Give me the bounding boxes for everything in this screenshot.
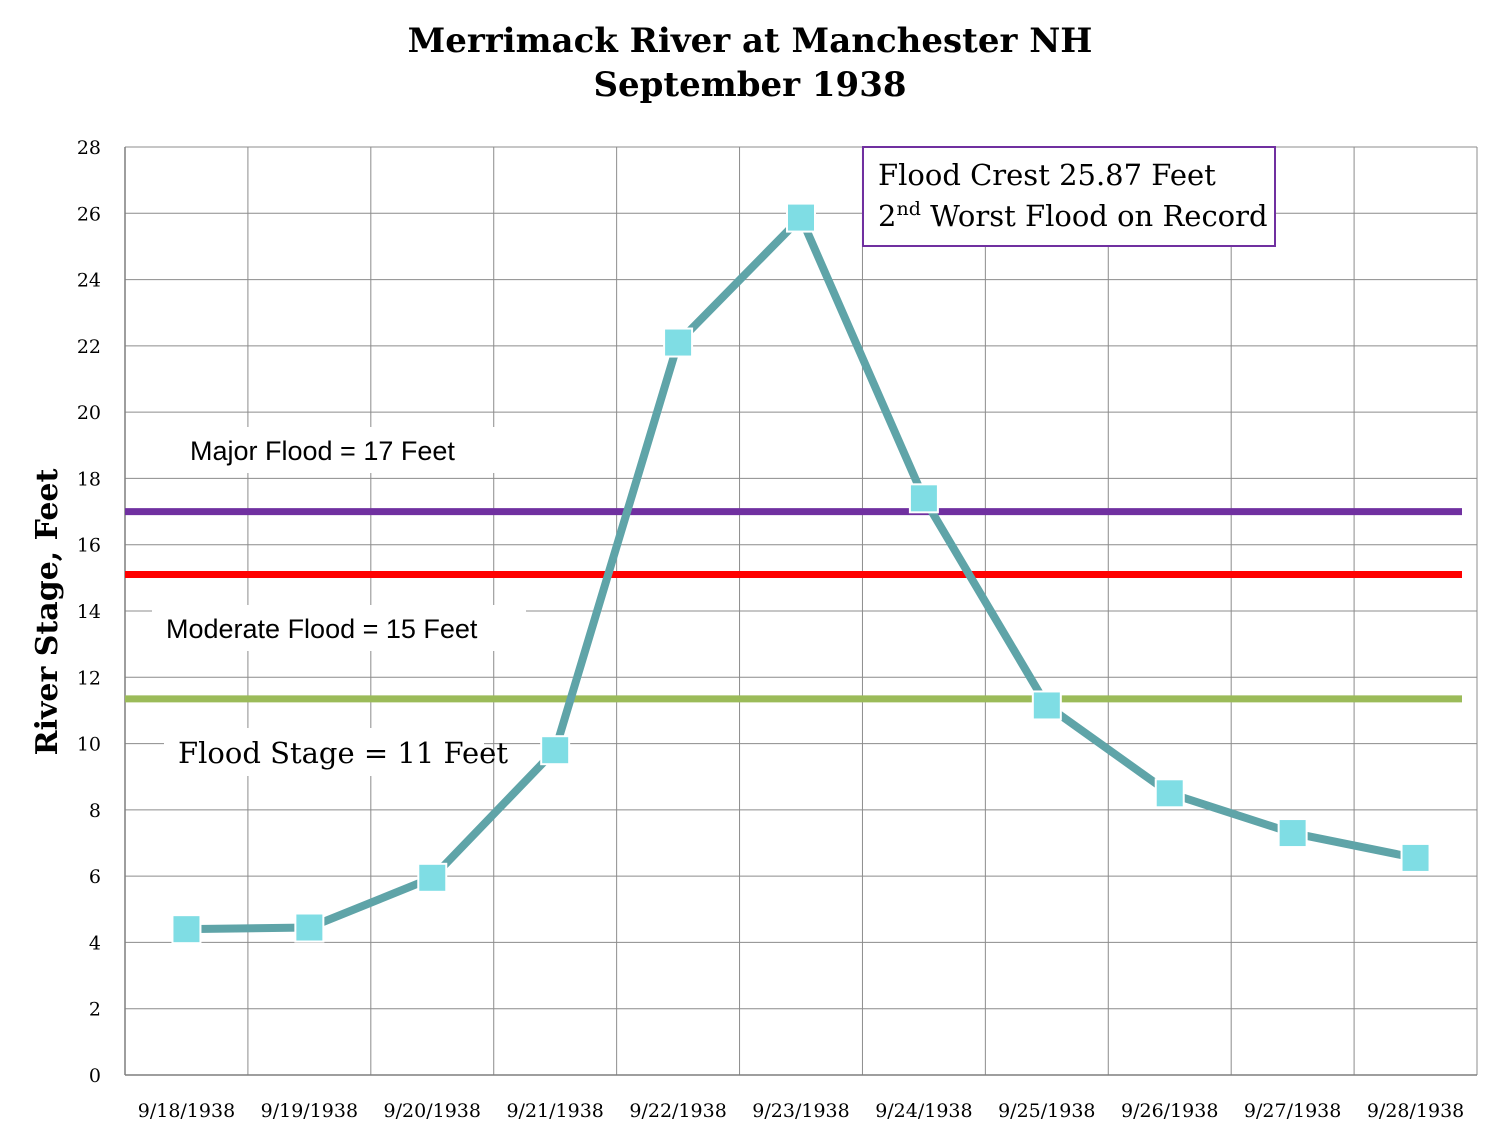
y-tick-label: 22 bbox=[77, 336, 101, 358]
chart-title-line-1: Merrimack River at Manchester NH bbox=[408, 21, 1093, 61]
threshold-label: Moderate Flood = 15 Feet bbox=[166, 614, 478, 644]
annotation-line-1: Flood Crest 25.87 Feet bbox=[878, 158, 1216, 192]
threshold-label-box bbox=[178, 427, 500, 473]
data-point-marker bbox=[171, 914, 202, 945]
y-axis-label: River Stage, Feet bbox=[30, 469, 65, 756]
y-tick-label: 6 bbox=[89, 866, 101, 888]
x-tick-label: 9/28/1938 bbox=[1367, 1100, 1464, 1122]
threshold-labels: Major Flood = 17 Feet Moderate Flood = 15… bbox=[152, 427, 526, 776]
x-tick-label: 9/20/1938 bbox=[384, 1100, 481, 1122]
data-point-marker bbox=[1400, 842, 1431, 873]
y-tick-label: 10 bbox=[77, 734, 101, 756]
data-point-marker bbox=[1031, 690, 1062, 721]
flood-crest-annotation: Flood Crest 25.87 Feet 2nd Worst Flood o… bbox=[862, 146, 1276, 247]
y-tick-label: 24 bbox=[77, 270, 101, 292]
x-tick-label: 9/24/1938 bbox=[875, 1100, 972, 1122]
series bbox=[171, 202, 1431, 945]
threshold-label-box bbox=[164, 728, 484, 776]
y-tick-label: 18 bbox=[77, 468, 101, 490]
x-tick-label: 9/21/1938 bbox=[506, 1100, 603, 1122]
y-tick-label: 4 bbox=[89, 932, 101, 954]
annotation-line-2-rest: Worst Flood on Record bbox=[921, 199, 1268, 233]
x-tick-label: 9/18/1938 bbox=[138, 1100, 235, 1122]
threshold-label: Flood Stage = 11 Feet bbox=[178, 736, 508, 770]
data-point-marker bbox=[786, 202, 816, 233]
data-point-marker bbox=[294, 912, 325, 943]
data-point-marker bbox=[908, 483, 939, 514]
y-tick-label: 14 bbox=[77, 601, 101, 623]
threshold-label: Major Flood = 17 Feet bbox=[190, 436, 455, 466]
y-tick-label: 2 bbox=[89, 999, 101, 1021]
threshold-lines bbox=[125, 508, 1462, 703]
annotation-box bbox=[862, 146, 1276, 247]
y-tick-label: 20 bbox=[77, 402, 101, 424]
y-tick-label: 12 bbox=[77, 667, 101, 689]
x-tick-label: 9/23/1938 bbox=[752, 1100, 849, 1122]
x-tick-label: 9/19/1938 bbox=[261, 1100, 358, 1122]
x-tick-label: 9/22/1938 bbox=[629, 1100, 726, 1122]
annotation-line-2-prefix: 2 bbox=[878, 199, 896, 233]
y-tick-label: 8 bbox=[89, 800, 101, 822]
y-tick-label: 0 bbox=[89, 1065, 101, 1087]
data-point-marker bbox=[540, 735, 571, 766]
threshold-label-box bbox=[152, 605, 526, 651]
data-point-marker bbox=[1154, 778, 1185, 809]
chart-title-line-2: September 1938 bbox=[593, 65, 906, 105]
y-tick-label: 26 bbox=[77, 203, 101, 225]
data-point-marker bbox=[1277, 818, 1308, 849]
x-tick-label: 9/25/1938 bbox=[998, 1100, 1095, 1122]
annotation-line-2: 2nd Worst Flood on Record bbox=[878, 198, 1268, 233]
data-point-marker bbox=[417, 862, 448, 893]
data-point-marker bbox=[663, 327, 694, 358]
y-tick-label: 16 bbox=[77, 535, 101, 557]
x-tick-label: 9/27/1938 bbox=[1244, 1100, 1341, 1122]
y-tick-label: 28 bbox=[77, 137, 101, 159]
x-tick-label: 9/26/1938 bbox=[1121, 1100, 1218, 1122]
annotation-line-2-superscript: nd bbox=[896, 198, 920, 220]
